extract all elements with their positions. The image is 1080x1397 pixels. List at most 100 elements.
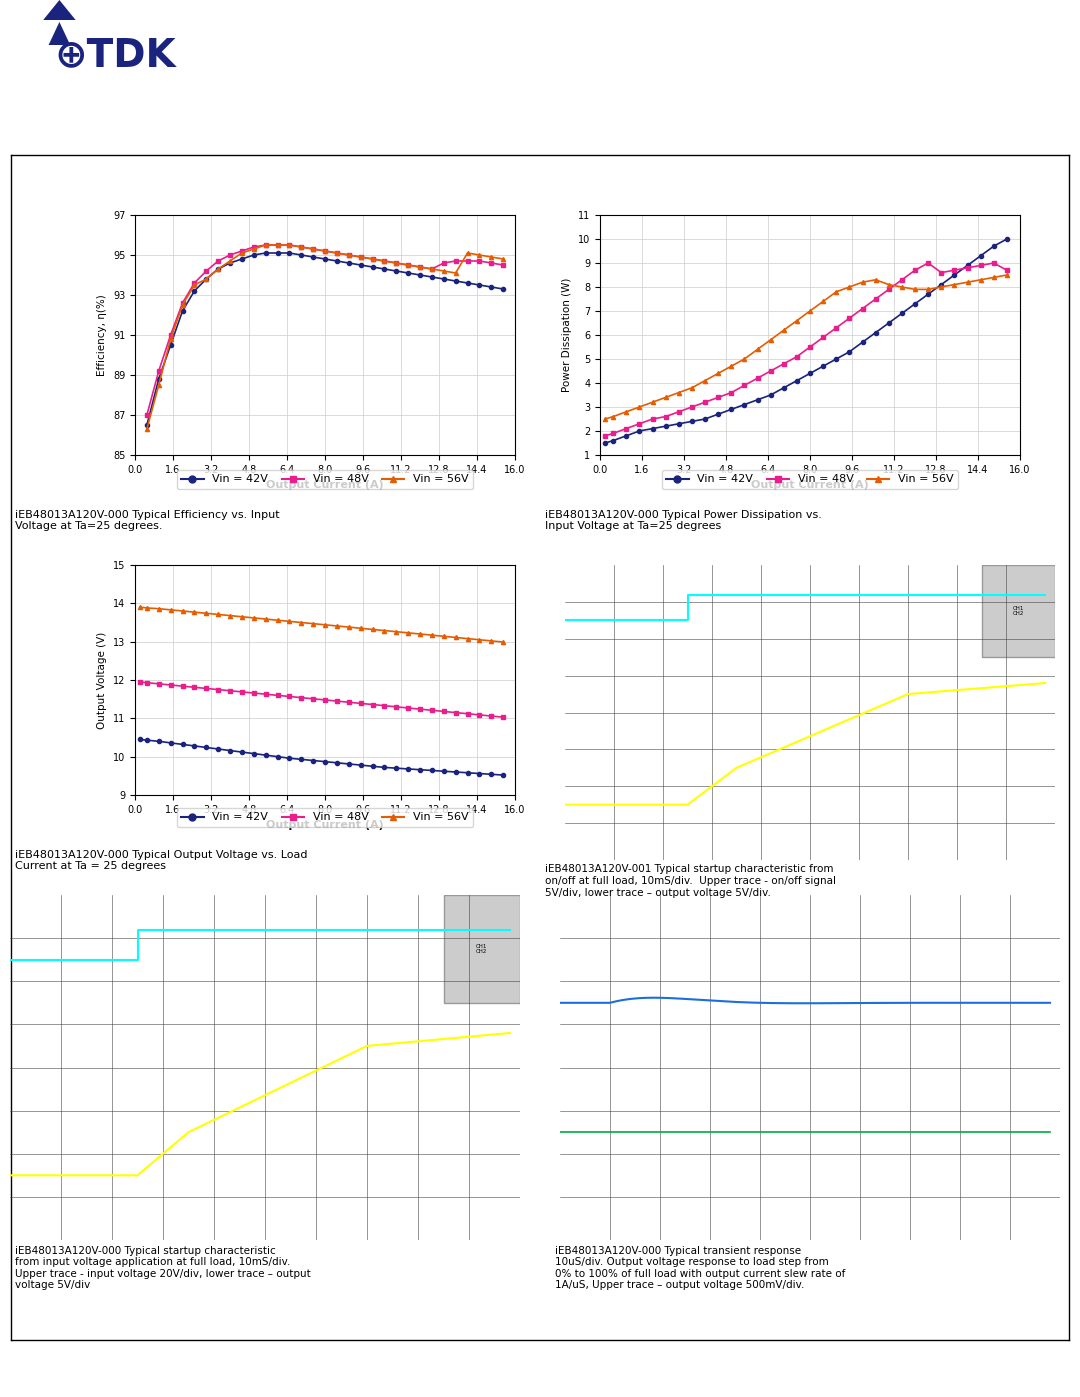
Vin = 56V xyxy=(235,244,248,261)
Text: iEB48013A120V-000 Typical startup characteristic
from input voltage application : iEB48013A120V-000 Typical startup charac… xyxy=(15,1246,311,1291)
Vin = 42V xyxy=(295,752,308,768)
Vin = 48V xyxy=(188,679,201,696)
Vin = 56V xyxy=(449,629,462,645)
Vin = 56V xyxy=(449,264,462,281)
Vin = 42V xyxy=(319,753,332,770)
Vin = 48V xyxy=(212,253,225,270)
Y-axis label: Output Voltage (V): Output Voltage (V) xyxy=(97,631,107,729)
Vin = 48V xyxy=(895,271,908,288)
Vin = 56V xyxy=(473,247,486,264)
Vin = 42V xyxy=(497,767,510,784)
Legend: Vin = 42V, Vin = 48V, Vin = 56V: Vin = 42V, Vin = 48V, Vin = 56V xyxy=(177,807,473,827)
Vin = 56V xyxy=(259,236,272,253)
Vin = 42V xyxy=(176,736,189,753)
Vin = 56V xyxy=(224,608,237,624)
Vin = 42V xyxy=(390,263,403,279)
Text: iEB48013A120V-000 Typical Output Voltage vs. Load
Current at Ta = 25 degrees: iEB48013A120V-000 Typical Output Voltage… xyxy=(15,849,308,872)
Vin = 42V xyxy=(908,295,921,312)
Vin = 48V xyxy=(497,257,510,274)
Vin = 56V xyxy=(295,239,308,256)
Vin = 56V xyxy=(497,250,510,267)
Vin = 42V xyxy=(426,268,438,285)
Text: iEB48013A120V-000 Typical transient response
10uS/div. Output voltage response t: iEB48013A120V-000 Typical transient resp… xyxy=(555,1246,846,1291)
Line: Vin = 42V: Vin = 42V xyxy=(145,251,505,427)
Vin = 48V xyxy=(283,689,296,705)
Vin = 48V xyxy=(200,263,213,279)
Text: ℡ (877) 498-0099: ℡ (877) 498-0099 xyxy=(429,1361,543,1373)
Vin = 56V xyxy=(164,602,177,619)
Vin = 48V xyxy=(921,254,934,271)
Vin = 56V xyxy=(224,253,237,270)
Vin = 42V xyxy=(342,254,355,271)
Vin = 56V xyxy=(235,608,248,624)
Vin = 48V xyxy=(598,427,611,444)
Vin = 48V xyxy=(176,295,189,312)
Vin = 56V xyxy=(620,404,633,420)
Line: Vin = 56V: Vin = 56V xyxy=(145,243,505,432)
Vin = 48V xyxy=(738,377,751,394)
Vin = 48V xyxy=(140,675,153,692)
Vin = 56V xyxy=(414,258,427,275)
Vin = 42V xyxy=(804,365,816,381)
Vin = 48V xyxy=(1000,261,1013,278)
Vin = 56V xyxy=(829,284,842,300)
Vin = 48V xyxy=(869,291,882,307)
Vin = 48V xyxy=(342,694,355,711)
Vin = 48V xyxy=(935,264,948,281)
Vin = 48V xyxy=(449,704,462,721)
Vin = 48V xyxy=(437,254,450,271)
Vin = 48V xyxy=(247,685,260,701)
Vin = 56V xyxy=(497,634,510,651)
Vin = 56V xyxy=(176,296,189,313)
Vin = 48V xyxy=(461,705,474,722)
Vin = 56V xyxy=(212,606,225,623)
Vin = 48V xyxy=(152,363,165,380)
Y-axis label: Efficiency, η(%): Efficiency, η(%) xyxy=(97,295,107,376)
Vin = 42V xyxy=(607,432,620,448)
Vin = 42V xyxy=(414,761,427,778)
Vin = 42V xyxy=(738,397,751,414)
Vin = 56V xyxy=(842,278,855,295)
Vin = 42V xyxy=(485,278,498,295)
Vin = 48V xyxy=(659,408,672,425)
Vin = 48V xyxy=(414,701,427,718)
Vin = 56V xyxy=(283,613,296,630)
Text: iEB48013A120V-000 through -005: 12V, 13.5A Output: iEB48013A120V-000 through -005: 12V, 13.… xyxy=(32,190,531,208)
Line: Vin = 42V: Vin = 42V xyxy=(137,738,505,777)
Vin = 42V xyxy=(895,305,908,321)
Vin = 56V xyxy=(935,278,948,295)
Vin = 56V xyxy=(461,630,474,647)
Text: 7/13: 7/13 xyxy=(1010,1359,1048,1375)
Text: ©2004-2006  TDK Innoveta Inc.
1/24/2008: ©2004-2006 TDK Innoveta Inc. 1/24/2008 xyxy=(22,1361,199,1383)
Vin = 56V xyxy=(869,271,882,288)
Vin = 56V xyxy=(751,341,764,358)
Vin = 42V xyxy=(378,759,391,775)
Vin = 48V xyxy=(449,253,462,270)
Vin = 48V xyxy=(778,355,791,372)
Vin = 42V xyxy=(330,754,343,771)
Vin = 48V xyxy=(646,411,659,427)
Vin = 42V xyxy=(235,743,248,760)
Vin = 56V xyxy=(354,249,367,265)
Vin = 42V xyxy=(342,756,355,773)
Vin = 48V xyxy=(164,327,177,344)
Vin = 42V xyxy=(295,247,308,264)
Vin = 48V xyxy=(497,708,510,725)
Vin = 56V xyxy=(646,394,659,411)
Vin = 48V xyxy=(485,708,498,725)
Vin = 48V xyxy=(804,338,816,355)
Vin = 56V xyxy=(378,253,391,270)
Vin = 48V xyxy=(307,690,320,707)
Vin = 48V xyxy=(842,310,855,327)
Legend: Vin = 42V, Vin = 48V, Vin = 56V: Vin = 42V, Vin = 48V, Vin = 56V xyxy=(177,469,473,489)
Vin = 42V xyxy=(869,324,882,341)
Vin = 42V xyxy=(816,358,829,374)
Vin = 48V xyxy=(259,686,272,703)
Vin = 48V xyxy=(224,682,237,698)
Vin = 48V xyxy=(725,384,738,401)
Vin = 48V xyxy=(791,348,804,365)
Vin = 48V xyxy=(224,247,237,264)
Vin = 56V xyxy=(307,615,320,631)
Vin = 48V xyxy=(342,247,355,264)
Vin = 56V xyxy=(152,377,165,394)
